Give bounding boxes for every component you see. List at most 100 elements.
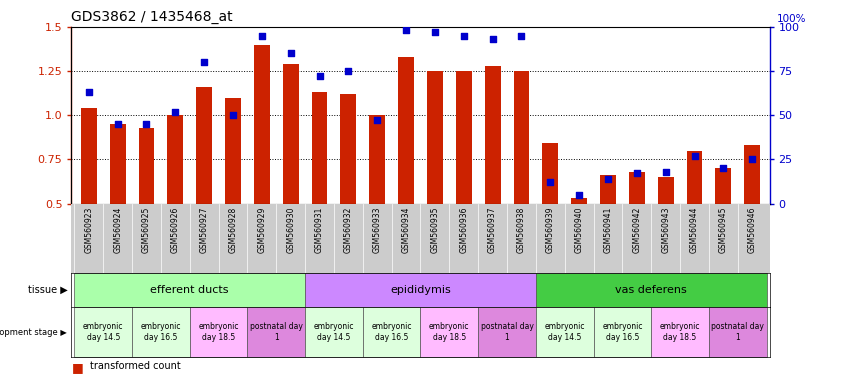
Bar	[571, 198, 587, 204]
Bar	[398, 57, 414, 204]
Point	[255, 33, 268, 39]
Text: GDS3862 / 1435468_at: GDS3862 / 1435468_at	[71, 10, 233, 25]
Bar	[247, 307, 305, 357]
Bar	[514, 71, 529, 204]
Bar	[139, 127, 155, 204]
Point	[284, 50, 298, 56]
Text: embryonic
day 16.5: embryonic day 16.5	[140, 323, 181, 342]
Bar	[341, 94, 357, 204]
Point	[168, 109, 182, 115]
Text: GSM560936: GSM560936	[459, 207, 468, 253]
Text: transformed count: transformed count	[90, 361, 181, 371]
Bar	[456, 71, 472, 204]
Point	[486, 36, 500, 42]
Bar	[369, 115, 385, 204]
Bar	[362, 307, 420, 357]
Point	[371, 118, 384, 124]
Text: GSM560944: GSM560944	[690, 207, 699, 253]
Bar	[744, 145, 760, 204]
Text: embryonic
day 18.5: embryonic day 18.5	[660, 323, 701, 342]
Text: GSM560928: GSM560928	[229, 207, 237, 253]
Point	[717, 165, 730, 171]
Point	[543, 179, 557, 185]
Text: embryonic
day 14.5: embryonic day 14.5	[83, 323, 124, 342]
Text: GSM560927: GSM560927	[199, 207, 209, 253]
Text: GSM560926: GSM560926	[171, 207, 180, 253]
Bar	[254, 45, 270, 204]
Text: GSM560937: GSM560937	[488, 207, 497, 253]
Text: development stage ▶: development stage ▶	[0, 328, 67, 337]
Text: GSM560943: GSM560943	[661, 207, 670, 253]
Text: embryonic
day 14.5: embryonic day 14.5	[314, 323, 354, 342]
Bar	[594, 307, 651, 357]
Point	[457, 33, 470, 39]
Bar	[190, 307, 247, 357]
Text: tissue ▶: tissue ▶	[28, 285, 67, 295]
Point	[111, 121, 124, 127]
Text: embryonic
day 18.5: embryonic day 18.5	[429, 323, 469, 342]
Text: GSM560938: GSM560938	[517, 207, 526, 253]
Bar	[81, 108, 97, 204]
Bar	[167, 115, 183, 204]
Text: GSM560941: GSM560941	[604, 207, 612, 253]
Bar	[74, 273, 305, 307]
Text: GSM560931: GSM560931	[315, 207, 324, 253]
Text: GSM560925: GSM560925	[142, 207, 151, 253]
Text: GSM560945: GSM560945	[719, 207, 727, 253]
Point	[226, 112, 240, 118]
Point	[573, 192, 586, 198]
Bar	[420, 307, 479, 357]
Text: postnatal day
1: postnatal day 1	[711, 323, 764, 342]
Bar	[542, 144, 558, 204]
Text: embryonic
day 18.5: embryonic day 18.5	[198, 323, 239, 342]
Text: epididymis: epididymis	[390, 285, 451, 295]
Point	[745, 156, 759, 162]
Text: postnatal day
1: postnatal day 1	[480, 323, 533, 342]
Bar	[716, 168, 732, 204]
Text: GSM560923: GSM560923	[84, 207, 93, 253]
Bar	[312, 92, 327, 204]
Bar	[196, 87, 212, 204]
Text: efferent ducts: efferent ducts	[151, 285, 229, 295]
Bar	[600, 175, 616, 204]
Text: embryonic
day 16.5: embryonic day 16.5	[372, 323, 412, 342]
Text: GSM560939: GSM560939	[546, 207, 555, 253]
Text: ■: ■	[71, 361, 83, 374]
Text: vas deferens: vas deferens	[616, 285, 687, 295]
Text: postnatal day
1: postnatal day 1	[250, 323, 303, 342]
Point	[198, 59, 211, 65]
Bar	[709, 307, 767, 357]
Bar	[686, 151, 702, 204]
Point	[688, 153, 701, 159]
Bar	[658, 177, 674, 204]
Text: 100%: 100%	[776, 14, 806, 24]
Text: GSM560934: GSM560934	[402, 207, 410, 253]
Text: GSM560924: GSM560924	[114, 207, 122, 253]
Point	[341, 68, 355, 74]
Text: GSM560942: GSM560942	[632, 207, 642, 253]
Bar	[109, 124, 125, 204]
Bar	[305, 307, 362, 357]
Bar	[484, 66, 500, 204]
Point	[399, 27, 413, 33]
Point	[140, 121, 153, 127]
Bar	[629, 172, 645, 204]
Bar	[132, 307, 190, 357]
Text: embryonic
day 16.5: embryonic day 16.5	[602, 323, 643, 342]
Bar	[74, 307, 132, 357]
Text: GSM560932: GSM560932	[344, 207, 353, 253]
Point	[428, 29, 442, 35]
Text: GSM560929: GSM560929	[257, 207, 267, 253]
Text: GSM560935: GSM560935	[431, 207, 439, 253]
Text: GSM560940: GSM560940	[574, 207, 584, 253]
Bar	[427, 71, 443, 204]
Point	[659, 169, 673, 175]
Point	[313, 73, 326, 79]
Bar	[536, 307, 594, 357]
Text: embryonic
day 14.5: embryonic day 14.5	[544, 323, 585, 342]
Bar	[536, 273, 767, 307]
Bar	[305, 273, 536, 307]
Text: GSM560930: GSM560930	[286, 207, 295, 253]
Text: GSM560933: GSM560933	[373, 207, 382, 253]
Point	[601, 176, 615, 182]
